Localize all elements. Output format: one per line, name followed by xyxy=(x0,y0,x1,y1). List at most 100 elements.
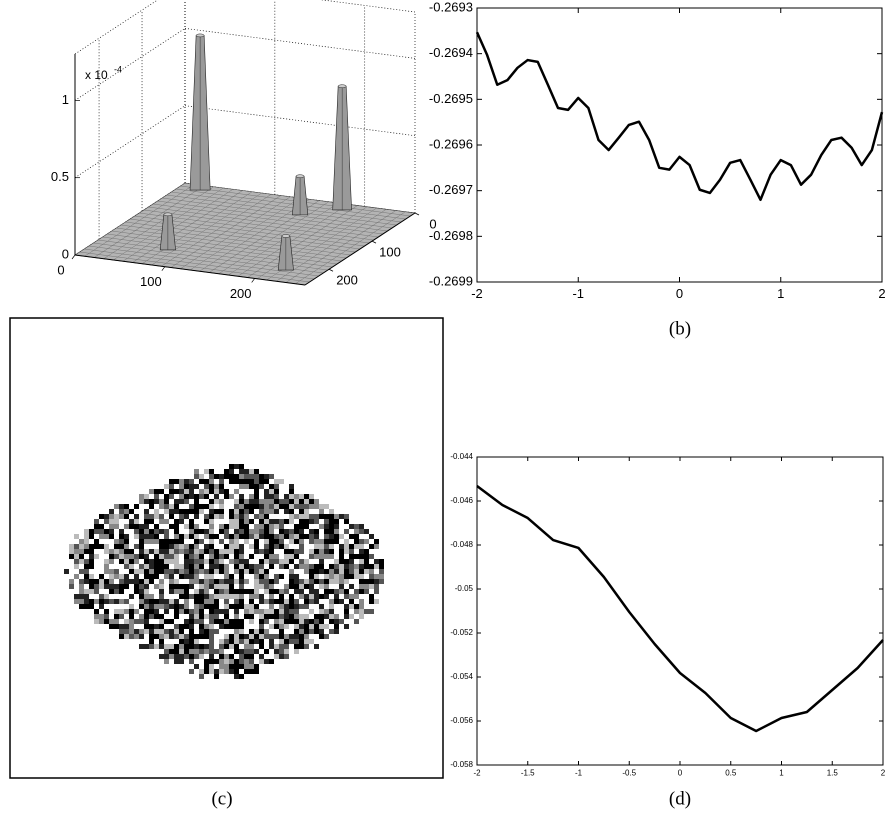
pixel xyxy=(339,574,344,579)
pixel xyxy=(184,584,189,589)
pixel xyxy=(319,594,324,599)
pixel xyxy=(219,564,224,569)
pixel xyxy=(339,514,344,519)
pixel xyxy=(214,494,219,499)
pixel xyxy=(159,529,164,534)
pixel xyxy=(339,559,344,564)
pixel xyxy=(254,564,259,569)
pixel xyxy=(334,589,339,594)
pixel xyxy=(189,579,194,584)
pixel xyxy=(309,564,314,569)
pixel xyxy=(279,479,284,484)
pixel xyxy=(89,574,94,579)
x-tick-label: 200 xyxy=(230,286,252,301)
pixel xyxy=(304,504,309,509)
pixel xyxy=(359,554,364,559)
pixel xyxy=(314,554,319,559)
pixel xyxy=(274,614,279,619)
pixel xyxy=(174,549,179,554)
pixel xyxy=(299,514,304,519)
pixel xyxy=(289,514,294,519)
pixel xyxy=(194,554,199,559)
pixel xyxy=(174,519,179,524)
pixel xyxy=(124,559,129,564)
pixel xyxy=(219,659,224,664)
pixel xyxy=(89,579,94,584)
pixel xyxy=(174,569,179,574)
pixel xyxy=(144,584,149,589)
pixel xyxy=(149,514,154,519)
pixel xyxy=(319,619,324,624)
pixel xyxy=(349,584,354,589)
pixel xyxy=(294,629,299,634)
pixel xyxy=(259,624,264,629)
pixel xyxy=(219,579,224,584)
pixel xyxy=(114,569,119,574)
pixel xyxy=(269,584,274,589)
pixel xyxy=(329,554,334,559)
pixel xyxy=(174,589,179,594)
pixel xyxy=(144,554,149,559)
pixel xyxy=(199,594,204,599)
pixel xyxy=(269,624,274,629)
pixel xyxy=(344,529,349,534)
pixel xyxy=(129,564,134,569)
pixel xyxy=(224,569,229,574)
pixel xyxy=(109,574,114,579)
pixel xyxy=(244,499,249,504)
pixel xyxy=(239,524,244,529)
pixel xyxy=(269,609,274,614)
pixel xyxy=(264,479,269,484)
pixel xyxy=(264,589,269,594)
pixel xyxy=(229,654,234,659)
pixel xyxy=(169,654,174,659)
pixel xyxy=(154,574,159,579)
pixel xyxy=(274,479,279,484)
pixel xyxy=(259,474,264,479)
pixel xyxy=(304,534,309,539)
pixel xyxy=(284,614,289,619)
pixel xyxy=(304,604,309,609)
pixel xyxy=(344,549,349,554)
pixel xyxy=(199,584,204,589)
pixel xyxy=(99,524,104,529)
pixel xyxy=(109,624,114,629)
pixel xyxy=(359,564,364,569)
pixel xyxy=(264,549,269,554)
pixel xyxy=(144,534,149,539)
pixel xyxy=(109,619,114,624)
pixel xyxy=(139,584,144,589)
pixel xyxy=(179,534,184,539)
pixel xyxy=(259,514,264,519)
pixel xyxy=(229,644,234,649)
pixel xyxy=(119,614,124,619)
pixel xyxy=(139,539,144,544)
y-tick-label: -0.2698 xyxy=(429,228,473,243)
pixel xyxy=(139,524,144,529)
pixel xyxy=(144,604,149,609)
pixel xyxy=(234,504,239,509)
pixel xyxy=(184,594,189,599)
pixel xyxy=(274,649,279,654)
pixel xyxy=(284,549,289,554)
pixel xyxy=(139,499,144,504)
pixel xyxy=(344,614,349,619)
pixel xyxy=(109,589,114,594)
pixel xyxy=(224,619,229,624)
pixel xyxy=(304,619,309,624)
pixel xyxy=(214,514,219,519)
pixel xyxy=(184,514,189,519)
pixel xyxy=(244,474,249,479)
pixel xyxy=(164,534,169,539)
pixel xyxy=(269,494,274,499)
pixel xyxy=(219,549,224,554)
pixel xyxy=(199,579,204,584)
y-tick xyxy=(371,240,377,244)
pixel xyxy=(229,669,234,674)
pixel xyxy=(259,534,264,539)
pixel xyxy=(189,594,194,599)
pixel xyxy=(334,539,339,544)
pixel xyxy=(264,509,269,514)
pixel xyxy=(129,559,134,564)
pixel xyxy=(224,469,229,474)
